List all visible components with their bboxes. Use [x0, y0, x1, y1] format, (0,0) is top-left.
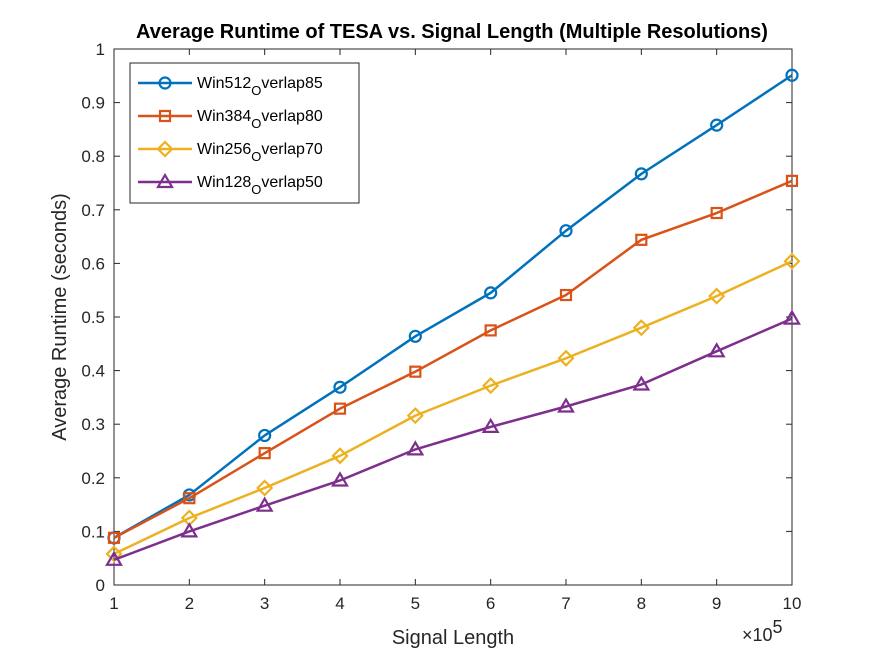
legend: Win512Overlap85 Win384Overlap80 Win256Over…	[129, 62, 360, 204]
data-point	[635, 233, 648, 246]
chart-title: Average Runtime of TESA vs. Signal Lengt…	[136, 21, 768, 43]
y-tick-label: 0.1	[81, 522, 105, 541]
data-point	[255, 496, 274, 512]
legend-label: Win384Overlap80	[197, 108, 323, 131]
data-point	[634, 167, 648, 181]
data-point	[785, 174, 799, 187]
data-point	[331, 447, 349, 465]
data-point	[256, 479, 274, 497]
y-tick-label: 0.8	[81, 147, 105, 166]
series-layer	[105, 68, 801, 566]
data-point	[710, 118, 724, 132]
data-point	[105, 550, 123, 566]
data-point	[408, 329, 422, 343]
data-point	[409, 365, 422, 378]
series-line	[113, 74, 793, 539]
y-tick-label: 0.7	[81, 201, 105, 220]
series-triangle	[105, 309, 801, 566]
legend-marker	[158, 109, 172, 123]
legend-label: Win256Overlap70	[197, 141, 323, 164]
data-point	[333, 380, 347, 394]
y-tick-label: 0.3	[81, 415, 105, 434]
legend-label: Win512Overlap85	[197, 75, 323, 98]
y-tick-label: 1	[96, 40, 105, 59]
data-point	[482, 377, 500, 395]
x-axis-ticks: 1 2 3 4 5 6 7 8 9 10	[109, 49, 801, 613]
x-tick-label: 1	[109, 594, 118, 613]
legend-entry: Win384Overlap80	[138, 108, 323, 131]
series-line	[113, 317, 793, 561]
data-point	[557, 397, 575, 413]
x-tick-label: 6	[486, 594, 495, 613]
x-tick-label: 7	[561, 594, 570, 613]
y-tick-label: 0.9	[81, 94, 105, 113]
data-point	[632, 375, 651, 391]
legend-entry: Win512Overlap85	[138, 75, 323, 98]
data-point	[258, 447, 271, 460]
series-line	[113, 260, 793, 556]
data-point	[406, 440, 425, 456]
x-axis-exponent: ×105	[742, 617, 783, 645]
data-point	[632, 319, 650, 337]
data-point	[710, 206, 723, 220]
data-point	[484, 286, 498, 300]
data-point	[484, 324, 497, 337]
x-tick-label: 9	[712, 594, 721, 613]
x-tick-label: 8	[637, 594, 646, 613]
data-point	[105, 545, 123, 563]
data-point	[783, 309, 801, 325]
legend-marker	[158, 76, 172, 90]
data-point	[331, 471, 349, 487]
data-point	[559, 288, 573, 302]
x-axis-label: Signal Length	[392, 627, 514, 649]
y-tick-label: 0.6	[81, 254, 105, 273]
legend-label: Win128Overlap50	[197, 174, 323, 197]
y-axis-label: Average Runtime (seconds)	[49, 193, 71, 441]
data-point	[707, 342, 726, 358]
data-point	[559, 224, 573, 238]
x-tick-label: 3	[260, 594, 269, 613]
data-point	[183, 492, 196, 505]
y-tick-label: 0.4	[81, 362, 105, 381]
data-point	[708, 287, 726, 305]
legend-entry: Win256Overlap70	[138, 140, 323, 164]
y-axis-ticks: 0 0.1 0.2 0.3 0.4 0.5 0.6 0.7 0.8 0.9 1	[81, 40, 792, 595]
series-line	[113, 179, 793, 539]
data-point	[258, 428, 272, 443]
data-point	[481, 417, 500, 433]
data-point	[406, 407, 424, 425]
data-point	[785, 68, 799, 82]
legend-marker	[156, 140, 174, 158]
legend-entry: Win128Overlap50	[138, 172, 323, 197]
data-point	[783, 252, 801, 270]
legend-marker	[156, 172, 174, 189]
data-point	[180, 522, 199, 538]
data-point	[557, 349, 575, 367]
x-tick-label: 2	[185, 594, 194, 613]
y-tick-label: 0	[96, 576, 105, 595]
x-tick-label: 4	[335, 594, 344, 613]
data-point	[333, 402, 347, 415]
y-tick-label: 0.2	[81, 469, 105, 488]
y-tick-label: 0.5	[81, 308, 105, 327]
data-point	[107, 531, 121, 544]
series-square	[107, 174, 799, 544]
x-tick-label: 5	[411, 594, 420, 613]
x-tick-label: 10	[783, 594, 802, 613]
